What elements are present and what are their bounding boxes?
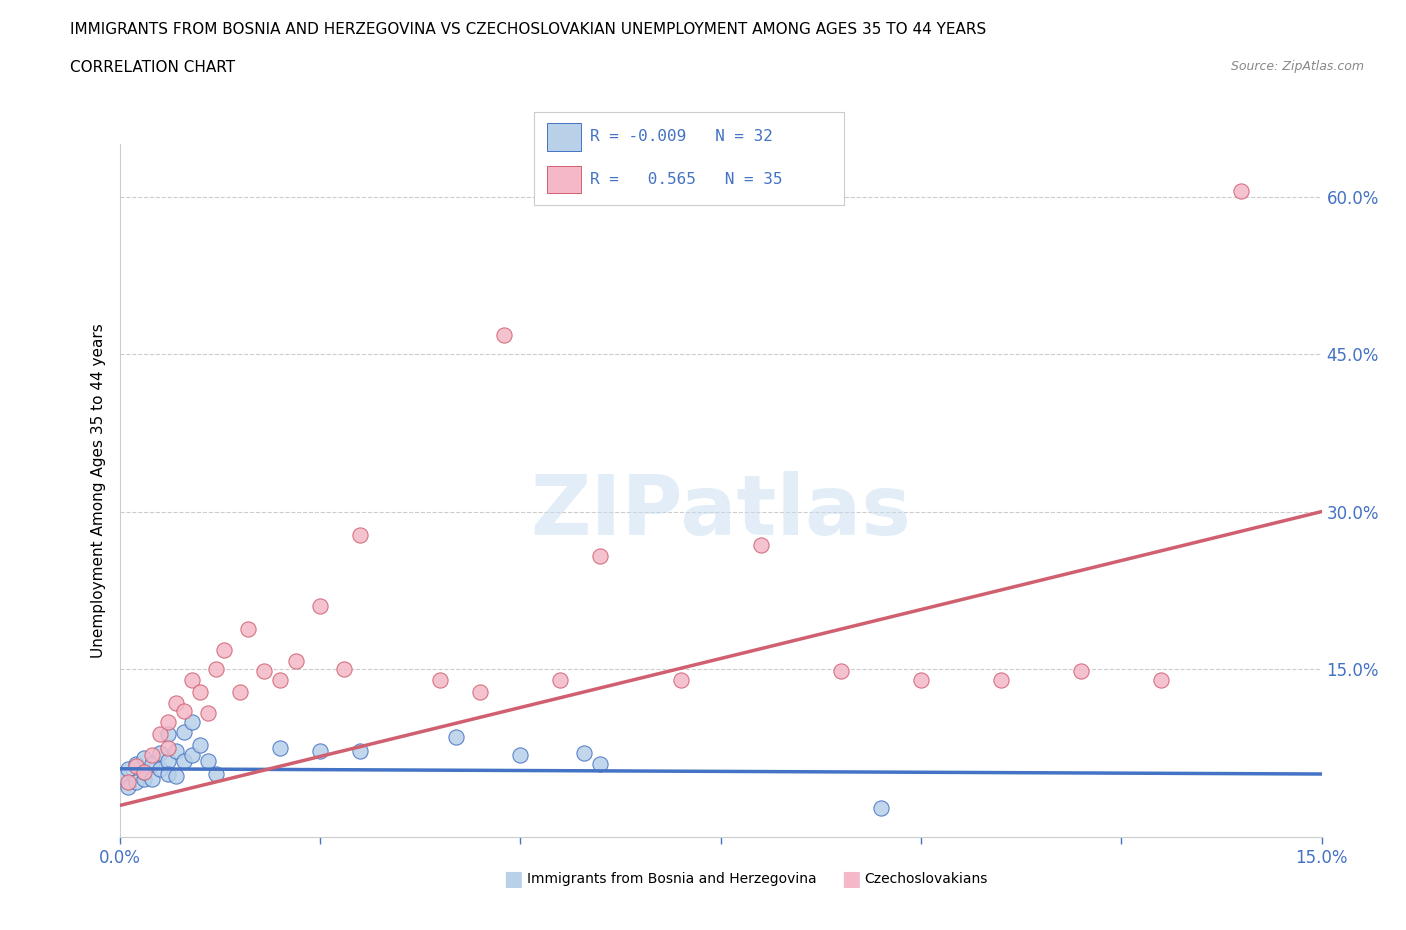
- Point: [132, 751, 155, 765]
- Point: [165, 743, 187, 758]
- Point: [156, 754, 179, 769]
- Point: [180, 714, 202, 729]
- Point: [494, 327, 516, 342]
- Text: ZIPatlas: ZIPatlas: [530, 471, 911, 551]
- Text: ■: ■: [503, 869, 523, 889]
- Point: [204, 766, 226, 781]
- Point: [173, 754, 195, 769]
- Point: [156, 714, 179, 729]
- Point: [1150, 672, 1173, 687]
- Point: [253, 664, 276, 679]
- Point: [589, 548, 612, 563]
- Point: [149, 746, 172, 761]
- Point: [236, 622, 259, 637]
- Point: [141, 756, 163, 771]
- Point: [269, 672, 291, 687]
- Point: [165, 696, 187, 711]
- Point: [228, 684, 252, 699]
- Point: [669, 672, 692, 687]
- Point: [1070, 664, 1092, 679]
- Point: [117, 779, 139, 794]
- Point: [173, 704, 195, 719]
- Text: IMMIGRANTS FROM BOSNIA AND HERZEGOVINA VS CZECHOSLOVAKIAN UNEMPLOYMENT AMONG AGE: IMMIGRANTS FROM BOSNIA AND HERZEGOVINA V…: [70, 22, 987, 37]
- Y-axis label: Unemployment Among Ages 35 to 44 years: Unemployment Among Ages 35 to 44 years: [91, 324, 107, 658]
- Point: [132, 764, 155, 779]
- Text: Source: ZipAtlas.com: Source: ZipAtlas.com: [1230, 60, 1364, 73]
- Point: [589, 756, 612, 771]
- Point: [429, 672, 451, 687]
- Point: [132, 772, 155, 787]
- Point: [117, 775, 139, 790]
- Point: [1230, 184, 1253, 199]
- Bar: [547, 123, 581, 151]
- Text: R = -0.009   N = 32: R = -0.009 N = 32: [591, 129, 773, 144]
- Point: [197, 754, 219, 769]
- Point: [141, 748, 163, 763]
- Point: [830, 664, 852, 679]
- Point: [165, 769, 187, 784]
- Point: [132, 764, 155, 779]
- Text: CORRELATION CHART: CORRELATION CHART: [70, 60, 235, 75]
- Point: [333, 661, 356, 676]
- Point: [349, 743, 371, 758]
- Point: [124, 775, 146, 790]
- Point: [444, 730, 467, 745]
- Point: [124, 758, 146, 773]
- Point: [149, 726, 172, 741]
- Point: [188, 737, 211, 752]
- Point: [117, 762, 139, 777]
- Point: [574, 746, 596, 761]
- Point: [173, 724, 195, 739]
- Point: [749, 538, 772, 552]
- Point: [910, 672, 932, 687]
- Point: [990, 672, 1012, 687]
- Point: [180, 672, 202, 687]
- Point: [284, 653, 307, 668]
- Point: [212, 643, 235, 658]
- Point: [124, 756, 146, 771]
- Point: [180, 748, 202, 763]
- Point: [141, 772, 163, 787]
- Point: [468, 684, 492, 699]
- Text: R =   0.565   N = 35: R = 0.565 N = 35: [591, 172, 783, 187]
- Point: [269, 740, 291, 755]
- Point: [197, 706, 219, 721]
- Point: [188, 684, 211, 699]
- Point: [869, 800, 893, 815]
- Text: ■: ■: [841, 869, 860, 889]
- Point: [156, 766, 179, 781]
- Point: [309, 599, 332, 614]
- Point: [156, 726, 179, 741]
- Point: [309, 743, 332, 758]
- Point: [204, 661, 226, 676]
- Point: [509, 748, 531, 763]
- Point: [108, 769, 131, 784]
- Bar: [547, 166, 581, 193]
- Point: [156, 740, 179, 755]
- Point: [149, 762, 172, 777]
- Text: Immigrants from Bosnia and Herzegovina: Immigrants from Bosnia and Herzegovina: [527, 871, 817, 886]
- Point: [550, 672, 572, 687]
- Point: [349, 527, 371, 542]
- Text: Czechoslovakians: Czechoslovakians: [865, 871, 988, 886]
